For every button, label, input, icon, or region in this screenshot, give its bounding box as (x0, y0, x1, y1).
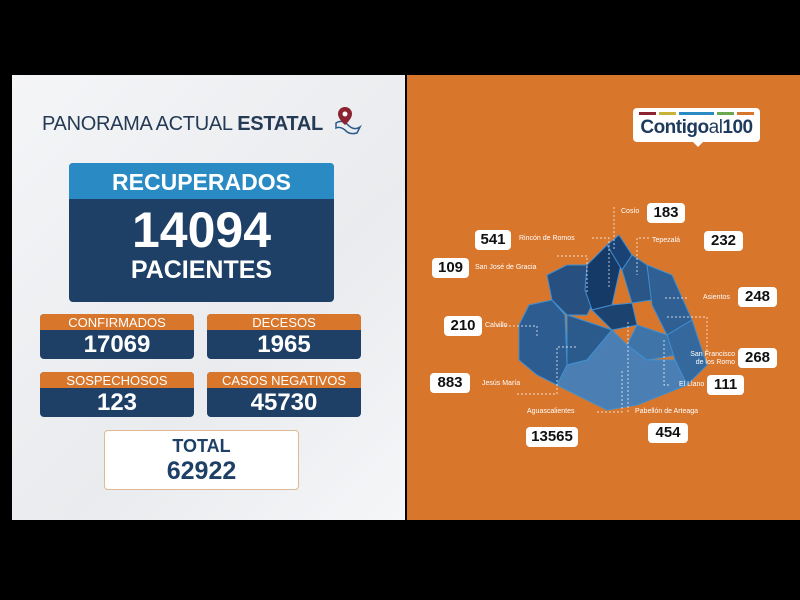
stat-value: 17069 (83, 331, 151, 358)
stat-label: CASOS NEGATIVOS (207, 372, 361, 388)
suspected-card: SOSPECHOSOS 123 (40, 372, 194, 417)
stat-label: SOSPECHOSOS (40, 372, 194, 388)
mexico-map-pin-icon (335, 107, 362, 135)
municipality-name: San Francisco de los Romo (690, 351, 735, 366)
municipality-value: 268 (738, 348, 777, 368)
municipality-name: Tepezalá (652, 237, 681, 244)
municipality-name: Rincón de Romos (519, 235, 575, 242)
municipality-value: 13565 (526, 427, 578, 447)
negative-cases-card: CASOS NEGATIVOS 45730 (207, 372, 361, 417)
map-region-san-francisco (626, 324, 678, 361)
municipality-name: Jesús María (482, 380, 521, 387)
municipality-value: 232 (704, 231, 743, 251)
municipality-map-panel: Contigoal100 Cosío 183 Rincón de Romos 5… (407, 75, 800, 520)
contigo-al-100-logo: Contigoal100 (633, 108, 760, 147)
municipality-value: 541 (475, 230, 511, 250)
state-overview-panel: PANORAMA ACTUAL ESTATAL RECUPERADOS 1409… (12, 75, 405, 520)
aguascalientes-map (497, 207, 708, 413)
stat-value: 45730 (250, 389, 318, 416)
confirmed-card: CONFIRMADOS 17069 (40, 314, 194, 359)
map-region-el-llano (666, 319, 708, 386)
stat-label: DECESOS (207, 314, 361, 330)
recovered-value: 14094 (131, 202, 272, 258)
municipality-value: 883 (430, 373, 470, 393)
map-region-tepezala (621, 254, 653, 304)
municipality-name: Cosío (621, 208, 640, 215)
total-label: TOTAL (172, 436, 231, 456)
map-region-aguascalientes (556, 329, 688, 411)
municipality-name: Calvillo (485, 322, 508, 329)
stat-value: 123 (96, 389, 138, 416)
municipality-value: 210 (444, 316, 482, 336)
municipality-name: Aguascalientes (527, 408, 575, 415)
municipality-value: 111 (707, 375, 744, 395)
municipality-value: 248 (738, 287, 777, 307)
municipality-value: 454 (648, 423, 688, 443)
municipality-name: El Llano (679, 381, 705, 388)
total-card: TOTAL 62922 (104, 430, 299, 490)
page-title: PANORAMA ACTUAL ESTATAL (42, 113, 323, 135)
map-region-calvillo (518, 299, 568, 386)
deaths-card: DECESOS 1965 (207, 314, 361, 359)
municipality-name: Pabellón de Arteaga (635, 408, 699, 415)
municipality-value: 183 (647, 203, 685, 223)
recovered-card: RECUPERADOS 14094 PACIENTES (69, 163, 334, 302)
municipality-name: Asientos (703, 294, 730, 301)
stat-value: 1965 (257, 331, 311, 358)
recovered-unit: PACIENTES (130, 256, 273, 284)
municipality-value: 109 (432, 258, 469, 278)
municipality-name: San José de Gracia (475, 264, 537, 271)
recovered-label: RECUPERADOS (69, 163, 334, 199)
stat-label: CONFIRMADOS (40, 314, 194, 330)
total-value: 62922 (166, 457, 237, 485)
map-region-pabellon (591, 302, 638, 331)
